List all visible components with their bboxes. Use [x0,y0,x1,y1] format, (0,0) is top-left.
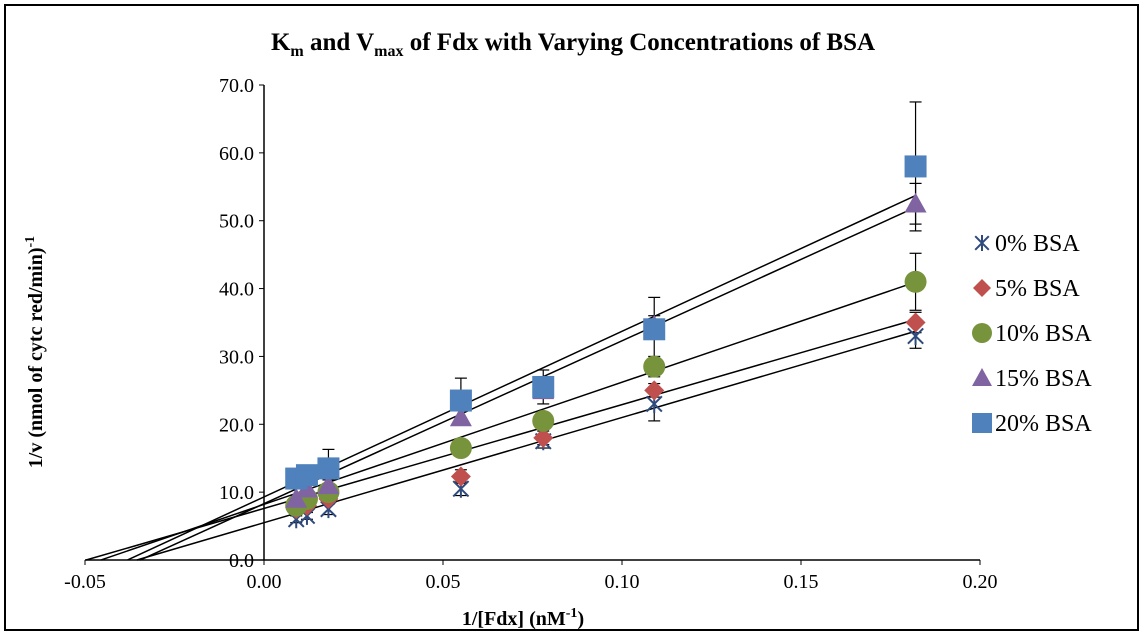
point-diamond [644,380,665,401]
x-tick-label: -0.05 [64,571,106,593]
x-axis-title: 1/[Fdx] (nM-1) [462,606,584,630]
trendline-circle [100,281,916,561]
legend-marker-square [972,413,992,433]
y-tick-label: 60.0 [219,143,254,165]
axes [84,84,981,565]
legend-label: 10% BSA [995,321,1092,347]
trendline-square [127,194,916,561]
point-square [449,389,472,412]
point-triangle [904,192,927,213]
chart-frame [4,4,1139,631]
y-axis-ticks: 0.0 10.0 20.0 30.0 40.0 50.0 60.0 70.0 [219,75,254,572]
point-diamond [905,312,926,333]
point-square [317,457,340,480]
point-square [904,155,927,178]
x-tick-label: 0.00 [247,571,282,593]
x-tick-label: 0.20 [963,571,998,593]
y-tick-label: 20.0 [219,414,254,436]
legend-label: 20% BSA [995,411,1092,437]
trendline-asterisk [136,330,916,561]
x-tick-label: 0.05 [426,571,461,593]
legend-label: 5% BSA [995,276,1080,302]
point-triangle [449,406,472,427]
y-tick-label: 40.0 [219,279,254,301]
point-triangle [285,487,308,508]
point-circle [904,270,927,293]
legend-marker-asterisk [974,235,990,251]
legend-label: 15% BSA [995,366,1092,392]
legend-label: 0% BSA [995,231,1080,257]
trendline-diamond [85,318,916,561]
point-square [532,375,555,398]
y-tick-label: 70.0 [219,75,254,97]
x-tick-label: 0.15 [784,571,819,593]
y-tick-label: 50.0 [219,211,254,233]
x-tick-label: 0.10 [605,571,640,593]
point-circle [532,409,555,432]
legend-marker-diamond [973,279,991,297]
chart-title: Km and Vmax of Fdx with Varying Concentr… [271,29,875,60]
point-square [643,318,666,341]
point-diamond [533,427,554,448]
data-points [285,155,927,529]
x-axis-ticks: -0.05 0.00 0.05 0.10 0.15 0.20 [64,571,997,593]
legend-marker-circle [972,323,992,343]
point-square [295,464,318,487]
trendlines [85,194,916,561]
point-triangle [317,474,340,495]
point-circle [449,437,472,460]
y-tick-label: 30.0 [219,346,254,368]
point-diamond [450,466,471,487]
trendline-triangle [139,206,916,561]
legend: 0% BSA 5% BSA 10% BSA 15% BSA 20% BSA [972,231,1092,437]
point-circle [643,355,666,378]
y-tick-label: 0.0 [229,550,254,572]
y-tick-label: 10.0 [219,482,254,504]
y-axis-title: 1/v (nmol of cytc red/min)-1 [23,236,47,468]
legend-marker-triangle [972,368,992,386]
